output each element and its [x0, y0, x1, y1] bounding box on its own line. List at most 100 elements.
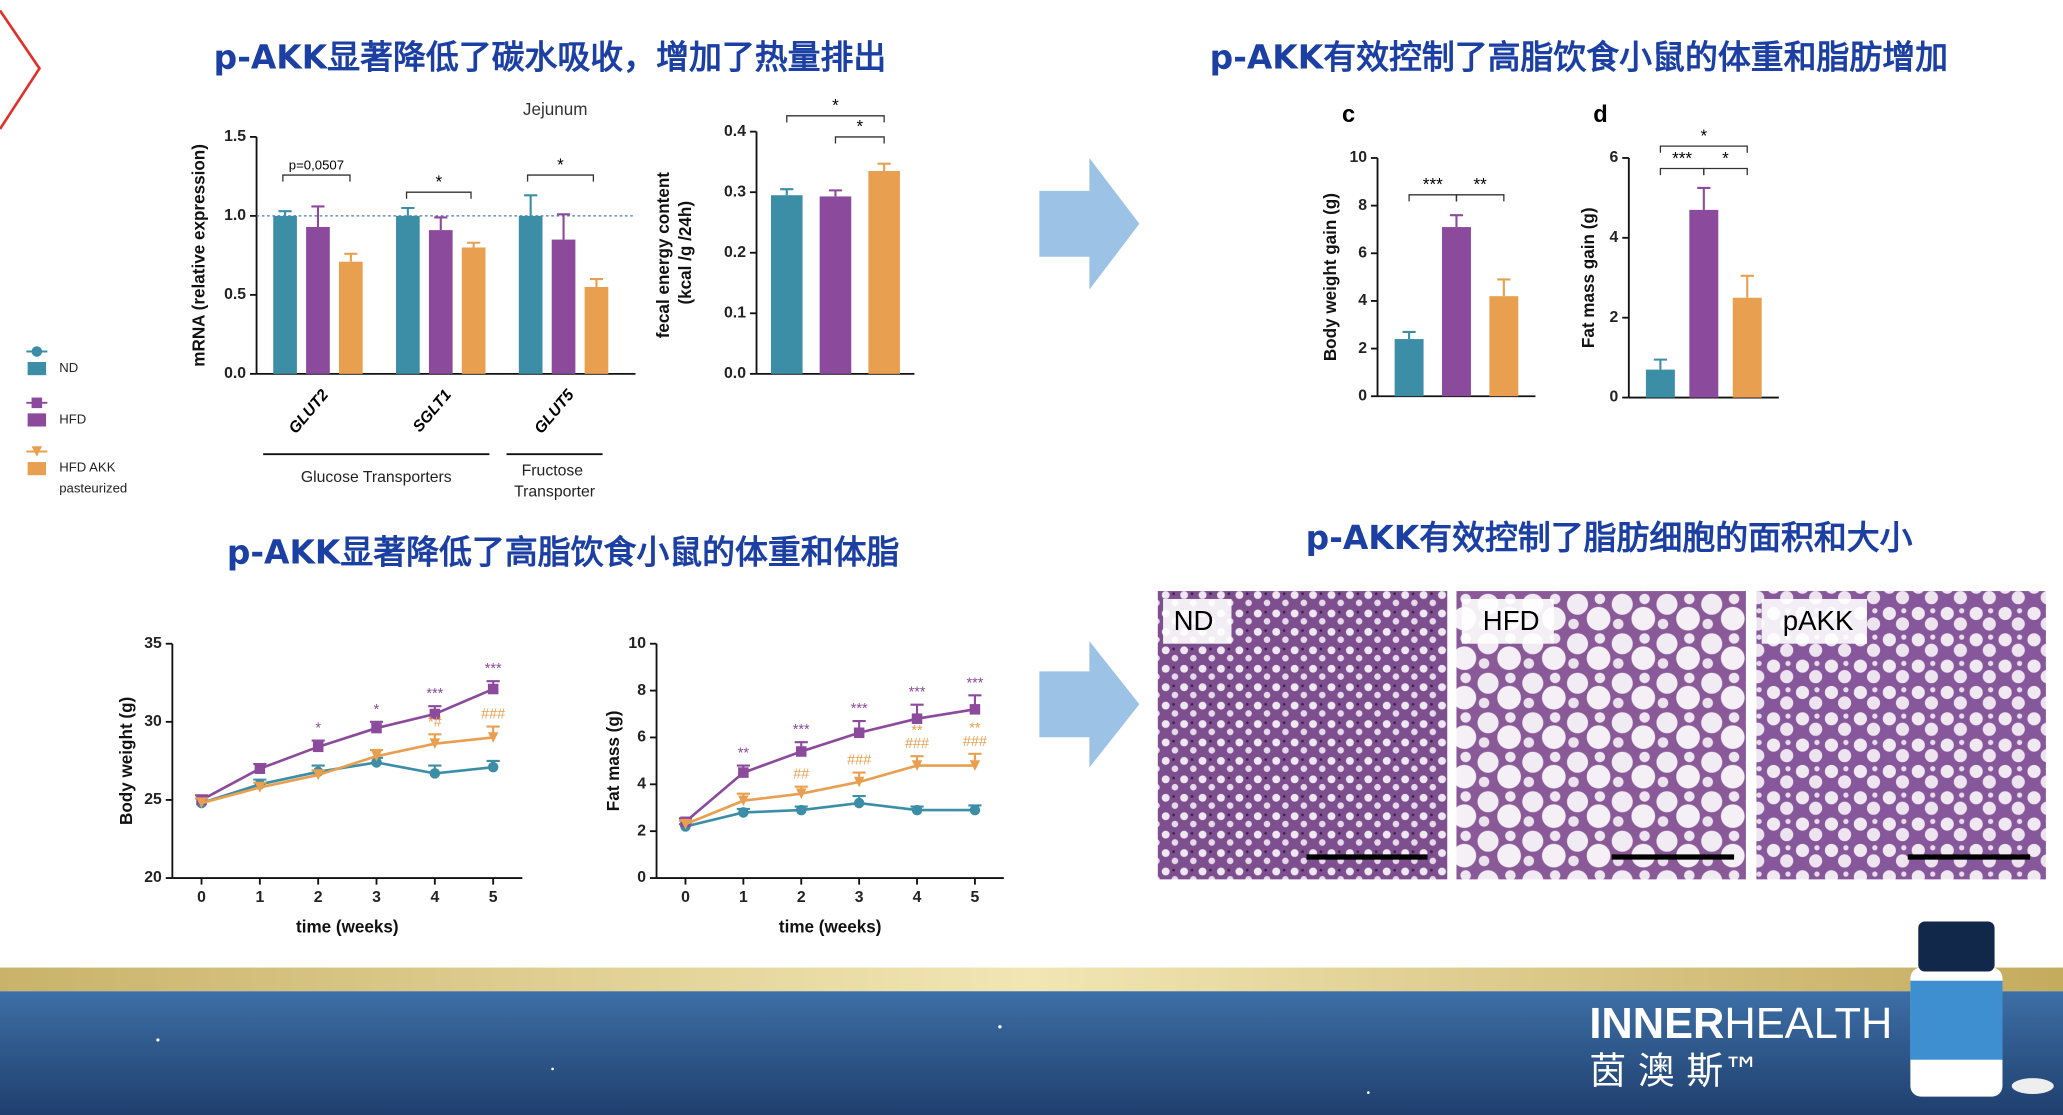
error-bar [1449, 214, 1464, 228]
error-bar [278, 210, 292, 216]
significance-label: * [435, 172, 442, 191]
line [684, 708, 976, 823]
bar [306, 226, 330, 374]
marker [254, 763, 266, 774]
arrow [1039, 641, 1140, 768]
error-bar [828, 189, 843, 197]
error-bar [1497, 278, 1511, 297]
significance-label: *** [1423, 175, 1443, 194]
x-tick-label: 5 [489, 889, 498, 906]
bar [1441, 227, 1471, 397]
error-bar [1740, 274, 1754, 298]
y-tick-label: 30 [144, 713, 162, 730]
bar [461, 247, 486, 374]
x-tick-label: 4 [913, 889, 922, 906]
marker [911, 713, 923, 724]
x-tick-label: 3 [855, 889, 864, 906]
bar [518, 215, 543, 374]
y-tick-label: 10 [628, 635, 646, 652]
star [998, 1025, 1002, 1029]
group-label: Glucose Transporters [301, 469, 452, 486]
decor-chevron [0, 9, 42, 130]
heading: p-AKK有效控制了高脂饮食小鼠的体重和脂肪增加 [1210, 38, 1948, 77]
y-tick-label: 0.1 [724, 304, 746, 321]
x-tick-label: 0 [197, 889, 206, 906]
significance-bracket [834, 136, 885, 144]
significance-label: p=0,0507 [289, 157, 344, 172]
legend-swatch [27, 462, 47, 476]
bar [339, 261, 363, 374]
marker [429, 768, 441, 779]
significance-bracket [1703, 167, 1748, 176]
y-tick-label: 4 [1358, 292, 1367, 309]
bar [1689, 209, 1719, 398]
chart: 0.0 0.5 1.0 1.5 mRNA (relative expression) Je… [26, 100, 636, 501]
heading: p-AKK有效控制了脂肪细胞的面积和大小 [1306, 518, 1913, 557]
error-bar [311, 205, 325, 227]
significance-bracket [1455, 194, 1505, 202]
significance-label: ### [847, 753, 871, 769]
y-tick-label: 0 [637, 869, 646, 886]
y-tick-label: 0 [1610, 389, 1619, 406]
error-bar [780, 188, 794, 196]
significance-label: ** [738, 746, 750, 762]
y-tick-label: 0.2 [724, 244, 746, 261]
legend-label: HFD AKK pasteurized [59, 460, 127, 496]
significance-bracket [526, 174, 595, 182]
bar [1394, 339, 1424, 397]
blue-band [0, 991, 2063, 1115]
chart: 0.0 0.1 0.2 0.3 0.4 fecal energy content (kca… [653, 96, 915, 382]
marker [254, 782, 266, 793]
bar [551, 239, 576, 374]
x-tick-label: 2 [797, 889, 806, 906]
marker [795, 788, 807, 799]
heading: p-AKK显著降低了高脂饮食小鼠的体重和体脂 [227, 533, 900, 572]
marker [371, 757, 382, 768]
marker [371, 750, 382, 762]
y-tick-label: 6 [637, 729, 646, 746]
marker [738, 767, 749, 778]
y-tick-label: 2 [637, 822, 646, 839]
marker [853, 797, 865, 809]
error-bar [1653, 358, 1667, 370]
y-tick-label: 2 [1358, 340, 1367, 357]
y-tick-label: 4 [1610, 229, 1619, 246]
marker [911, 760, 923, 771]
y-tick-label: 0 [1358, 387, 1367, 404]
x-tick-label: 5 [971, 889, 980, 906]
bar [273, 215, 297, 374]
marker [853, 727, 865, 739]
brand-light: HEALTH [1724, 1000, 1892, 1048]
gold-band [0, 967, 2063, 992]
marker [795, 804, 807, 816]
marker [371, 722, 382, 734]
image-label: HFD [1483, 605, 1540, 636]
error-bar [877, 162, 891, 172]
significance-label: ** [1473, 175, 1487, 194]
marker [31, 346, 43, 357]
significance-label: *** [851, 701, 868, 717]
marker [487, 683, 499, 695]
marker [680, 818, 691, 830]
marker [429, 708, 441, 720]
significance-label: ** [969, 721, 981, 737]
y-tick-label: 0.3 [724, 183, 746, 200]
significance-label: * [374, 702, 380, 718]
marker [487, 732, 499, 743]
chart-title: Jejunum [523, 100, 588, 119]
significance-label: *** [1672, 149, 1692, 168]
tablet [2011, 1078, 2054, 1094]
y-axis-label: Body weight gain (g) [1321, 193, 1340, 361]
y-tick-label: 6 [1358, 244, 1367, 261]
significance-label: * [557, 155, 564, 174]
y-tick-label: 4 [637, 775, 646, 792]
significance-label: * [832, 96, 839, 115]
label-box [1461, 598, 1554, 644]
significance-label: *** [966, 675, 983, 691]
marker [853, 776, 865, 788]
marker [795, 746, 807, 757]
bar [868, 171, 900, 374]
significance-label: *** [485, 661, 502, 677]
